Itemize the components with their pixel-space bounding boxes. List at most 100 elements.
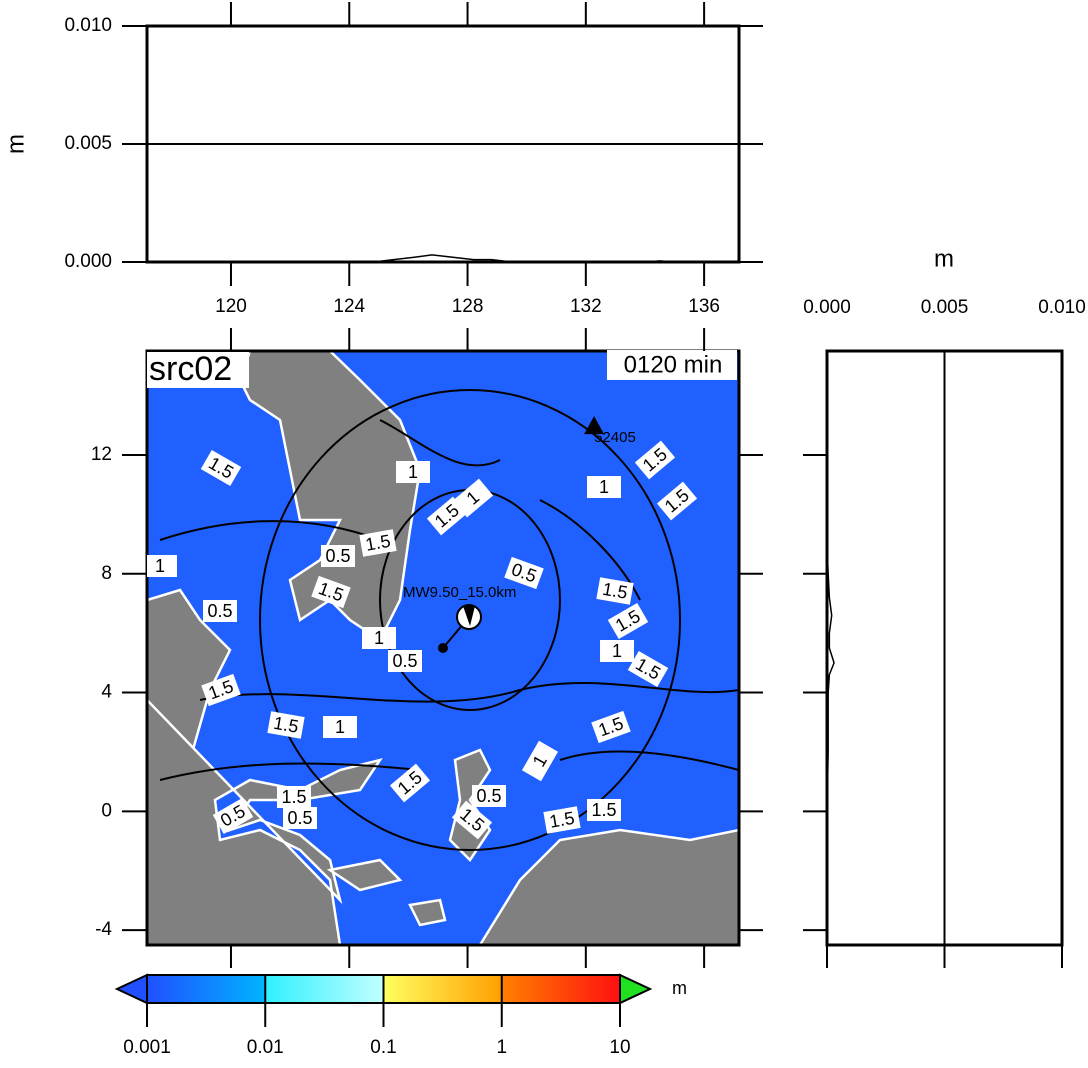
y-tick-label: 12	[91, 444, 112, 465]
label-box	[283, 807, 317, 829]
y-axis-label: m	[2, 134, 29, 154]
epicenter-label: MW9.50_15.0km	[403, 584, 516, 601]
label-box	[212, 797, 254, 835]
time-label: 0120 min	[624, 351, 723, 378]
label-box	[200, 449, 242, 487]
label-box	[451, 800, 493, 840]
contour-label: 1	[323, 716, 357, 738]
contour-label-text: 1	[408, 462, 418, 482]
profile-line	[148, 254, 737, 263]
contour-label-text: 1	[374, 628, 384, 648]
x-tick-label: 120	[215, 296, 247, 317]
label-box	[504, 556, 544, 590]
colorbar-segment	[501, 975, 620, 1003]
title-box	[147, 352, 249, 388]
colorbar-segment	[383, 975, 502, 1003]
contour-label-text: 0.5	[392, 651, 417, 671]
label-box	[596, 577, 634, 605]
label-box	[607, 602, 649, 640]
label-box	[362, 627, 396, 649]
label-box	[600, 640, 634, 662]
epicenter	[438, 643, 448, 653]
label-box	[147, 555, 177, 577]
contour-label: 0.5	[504, 556, 544, 590]
label-box	[521, 740, 559, 782]
contour-label: 1.5	[596, 577, 634, 605]
colorbar-over	[619, 973, 653, 1005]
colorbar-tick-label: 1	[496, 1037, 507, 1058]
map-title: src02	[149, 350, 232, 388]
contour-label-text: 1.5	[364, 531, 392, 555]
colorbar-unit: m	[672, 978, 687, 998]
contour-label: 0.5	[472, 785, 506, 807]
colorbar-segment	[265, 975, 384, 1003]
label-box	[396, 461, 430, 483]
label-box	[321, 545, 355, 567]
contour-label: 1	[452, 478, 494, 518]
label-box	[311, 575, 351, 609]
label-box	[472, 785, 506, 807]
contour-label: 1.5	[277, 786, 311, 808]
contour-label: 1.5	[587, 799, 621, 821]
contour-labels: 1.5 11.510.51.511.50.510.50.51.51.511.51.…	[147, 440, 698, 840]
label-box	[277, 786, 311, 808]
contour-label: 1	[521, 740, 559, 782]
y-tick-label: 4	[101, 682, 112, 703]
label-box	[587, 799, 621, 821]
contour-label-text: 0.5	[476, 786, 501, 806]
contours	[159, 389, 739, 851]
label-box	[359, 529, 397, 557]
contour-label-text: 1	[155, 556, 165, 576]
colorbar-tick-label: 0.001	[123, 1037, 171, 1058]
label-box	[656, 481, 698, 521]
contour-label: 1	[587, 476, 621, 498]
contour-label: 1.5	[267, 711, 305, 739]
contour-label: 1.5	[359, 529, 397, 557]
contour-label-text: 1	[335, 717, 345, 737]
label-box	[627, 650, 669, 688]
label-box	[634, 440, 676, 480]
station-label: 52405	[594, 429, 636, 446]
contour-label: 1.5	[543, 806, 581, 834]
label-box	[201, 673, 241, 707]
y-tick-label: -4	[95, 919, 112, 940]
label-box	[452, 478, 494, 518]
contour-label-text: 1.5	[272, 713, 300, 737]
x-tick-label: 0.005	[921, 297, 969, 318]
beachball-fill	[463, 604, 475, 626]
contour-label-text: 1.5	[281, 787, 306, 807]
x-tick-label: 128	[452, 296, 484, 317]
colorbar-segment	[147, 975, 266, 1003]
contour-label: 1	[147, 555, 177, 577]
label-box	[388, 650, 422, 672]
station	[584, 416, 605, 435]
contour-label-text: 1.5	[601, 579, 629, 603]
contour-label: 0.5	[321, 545, 355, 567]
contour-label-text: 1.5	[548, 808, 576, 832]
label-box	[587, 476, 621, 498]
contour-label-text: 0.5	[207, 601, 232, 621]
contour-label-text: 0.5	[325, 546, 350, 566]
y-tick-label: 8	[101, 563, 112, 584]
x-tick-label: 124	[333, 296, 365, 317]
label-box	[323, 716, 357, 738]
x-tick-label: 0.000	[803, 297, 851, 318]
label-box	[543, 806, 581, 834]
contour-label: 0.5	[203, 600, 237, 622]
label-box	[389, 763, 431, 803]
y-tick-label: 0.000	[64, 251, 112, 272]
x-tick-label: 0.010	[1038, 297, 1086, 318]
contour-label-text: 1	[612, 641, 622, 661]
x-tick-label: 132	[570, 296, 602, 317]
contour-label-text: 1	[599, 477, 609, 497]
y-tick-label: 0.005	[64, 133, 112, 154]
map-frame	[145, 349, 741, 947]
contour-label: 0.5	[283, 807, 317, 829]
profile-line	[826, 351, 835, 945]
x-tick-label: 136	[688, 296, 720, 317]
label-box	[267, 711, 305, 739]
contour-label: 1	[396, 461, 430, 483]
contour-label-text: 1.5	[591, 800, 616, 820]
contour-label: 1.5	[201, 673, 241, 707]
